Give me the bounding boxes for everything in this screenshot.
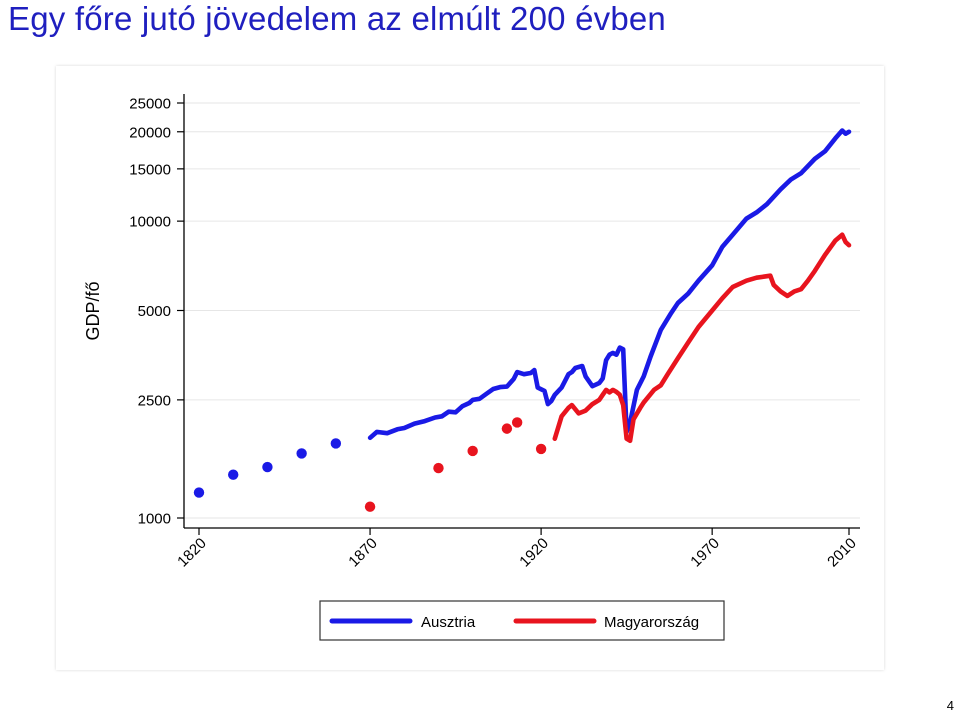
gridlines <box>184 102 860 519</box>
y-ticks: 1000 2500 5000 10000 15000 20000 25000 <box>129 96 184 528</box>
data-point-austria <box>296 448 307 459</box>
data-point-austria <box>193 487 205 498</box>
data-point-austria <box>262 461 273 473</box>
y-tick-label: 25000 <box>129 96 171 113</box>
data-point-hungary <box>535 443 547 455</box>
chart-panel: 1000 2500 5000 10000 15000 20000 25000 1820 187… <box>56 66 884 670</box>
x-ticks: 1820 1870 1920 1970 2010 <box>174 528 860 570</box>
series-line-hungary <box>552 232 852 444</box>
legend-label-hungary: Magyarország <box>604 614 699 631</box>
x-tick-label: 1820 <box>174 535 210 571</box>
data-point-hungary <box>433 462 444 474</box>
legend: Ausztria Magyarország <box>319 600 725 641</box>
y-tick-label: 20000 <box>129 124 171 141</box>
y-tick-label: 15000 <box>129 161 171 178</box>
y-tick-label: 10000 <box>129 214 171 231</box>
data-point-hungary <box>364 501 376 512</box>
data-point-hungary <box>501 423 513 434</box>
gdp-chart: 1000 2500 5000 10000 15000 20000 25000 1820 187… <box>83 94 860 641</box>
x-tick-label: 1970 <box>687 535 723 571</box>
y-tick-label: 2500 <box>138 392 171 409</box>
x-tick-label: 1870 <box>345 535 381 571</box>
slide-title: Egy főre jutó jövedelem az elmúlt 200 év… <box>8 0 666 37</box>
data-point-hungary <box>511 417 523 428</box>
series-layer <box>193 128 852 512</box>
series-hungary <box>364 232 852 512</box>
data-point-austria <box>330 438 342 449</box>
series-austria <box>193 128 852 498</box>
x-tick-label: 1920 <box>516 535 552 571</box>
y-tick-label: 5000 <box>138 303 171 320</box>
series-line-austria <box>367 128 852 441</box>
y-axis-label: GDP/fő <box>83 281 103 340</box>
page-number: 4 <box>946 698 954 713</box>
y-tick-label: 1000 <box>138 511 171 528</box>
data-point-hungary <box>467 445 478 457</box>
data-point-austria <box>228 469 239 480</box>
legend-label-austria: Ausztria <box>421 614 476 631</box>
x-tick-label: 2010 <box>824 535 860 571</box>
